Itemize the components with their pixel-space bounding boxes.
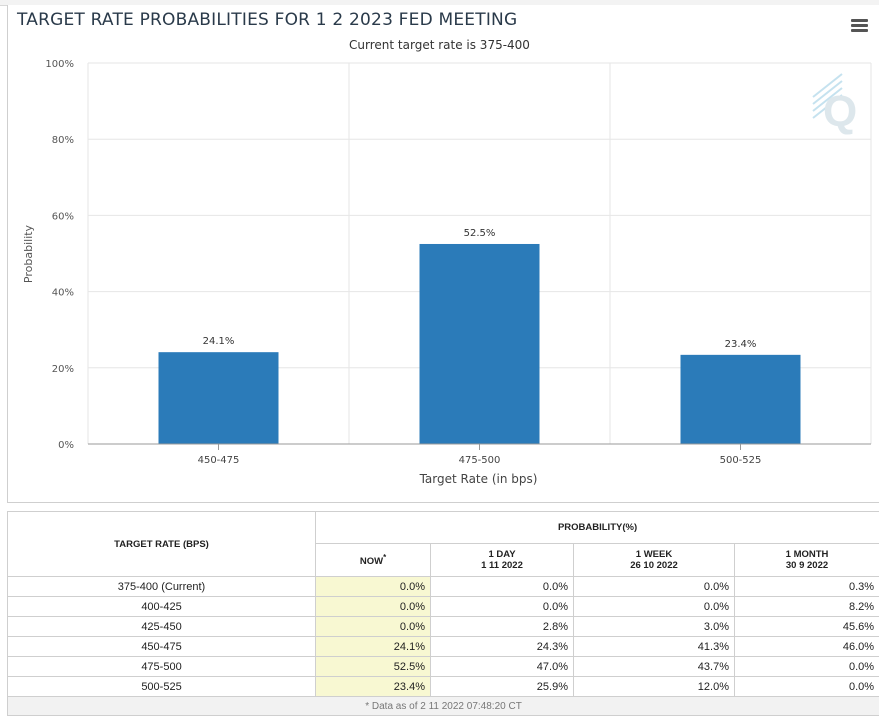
one-week-column-header: 1 WEEK 26 10 2022 (573, 543, 735, 577)
bar-series (158, 243, 801, 444)
one-week-cell: 41.3% (573, 636, 735, 657)
now-cell: 0.0% (315, 596, 431, 617)
probability-table-panel: TARGET RATE (BPS) PROBABILITY(%) NOW* 1 … (6, 511, 879, 717)
one-day-cell: 24.3% (430, 636, 574, 657)
probability-header: PROBABILITY(%) (314, 511, 879, 544)
table-row: 425-450 0.0% 2.8% 3.0% 45.6% (7, 616, 879, 637)
one-month-column-header: 1 MONTH 30 9 2022 (733, 543, 879, 577)
one-month-cell: 46.0% (733, 636, 879, 657)
one-day-cell: 0.0% (430, 596, 574, 617)
one-day-column-header: 1 DAY 1 11 2022 (430, 543, 574, 577)
rate-cell: 425-450 (7, 616, 316, 637)
one-day-cell: 2.8% (430, 616, 574, 637)
table-row: 400-425 0.0% 0.0% 0.0% 8.2% (7, 596, 879, 617)
y-tick-label: 20% (52, 364, 74, 375)
probability-table: TARGET RATE (BPS) PROBABILITY(%) NOW* 1 … (6, 511, 879, 716)
table-row: 375-400 (Current) 0.0% 0.0% 0.0% 0.3% (7, 576, 879, 597)
rate-cell: 450-475 (7, 636, 316, 657)
x-axis-title: Target Rate (in bps) (419, 472, 538, 486)
now-cell: 0.0% (315, 616, 431, 637)
y-tick-label: 60% (52, 211, 74, 222)
one-month-cell: 0.0% (733, 656, 879, 677)
one-week-cell: 0.0% (573, 576, 735, 597)
y-axis-title: Probability (22, 224, 35, 283)
hamburger-menu-icon[interactable] (851, 19, 869, 33)
now-cell: 52.5% (315, 656, 431, 677)
one-day-cell: 0.0% (430, 576, 574, 597)
one-month-cell: 0.3% (733, 576, 879, 597)
target-rate-header: TARGET RATE (BPS) (7, 511, 316, 577)
one-month-cell: 8.2% (733, 596, 879, 617)
x-tick-label: 450-475 (198, 455, 240, 466)
bar-chart: Q 24.1% 52.5% 23.4% 0% 20% 40% 60% 80% 100% 450-… (22, 59, 872, 486)
y-tick-label: 40% (52, 288, 74, 299)
one-week-cell: 0.0% (573, 596, 735, 617)
now-cell: 0.0% (315, 576, 431, 597)
one-month-cell: 45.6% (733, 616, 879, 637)
now-column-header: NOW* (315, 543, 431, 577)
one-week-cell: 3.0% (573, 616, 735, 637)
data-label: 23.4% (725, 339, 757, 350)
one-week-cell: 12.0% (573, 676, 735, 697)
table-row: 500-525 23.4% 25.9% 12.0% 0.0% (7, 676, 879, 697)
rate-cell: 475-500 (7, 656, 316, 677)
axes: 0% 20% 40% 60% 80% 100% 450-475 475-500 500-525 T… (22, 59, 871, 486)
x-tick-label: 500-525 (720, 455, 762, 466)
table-row: 475-500 52.5% 47.0% 43.7% 0.0% (7, 656, 879, 677)
rate-cell: 500-525 (7, 676, 316, 697)
y-tick-label: 100% (45, 59, 74, 70)
bar-500-525 (680, 354, 801, 444)
data-labels: 24.1% 52.5% 23.4% (203, 228, 757, 350)
rate-cell: 375-400 (Current) (7, 576, 316, 597)
svg-text:Q: Q (823, 87, 857, 136)
y-tick-label: 0% (58, 440, 74, 451)
q-logo-icon: Q (812, 73, 857, 136)
y-tick-label: 80% (52, 135, 74, 146)
data-timestamp-footnote: * Data as of 2 11 2022 07:48:20 CT (6, 696, 879, 716)
data-label: 52.5% (464, 228, 496, 239)
chart-title: TARGET RATE PROBABILITIES FOR 1 2 2023 F… (17, 10, 518, 30)
one-day-cell: 47.0% (430, 656, 574, 677)
now-cell: 24.1% (315, 636, 431, 657)
one-month-cell: 0.0% (733, 676, 879, 697)
chart-subtitle: Current target rate is 375-400 (349, 38, 530, 52)
bar-475-500 (419, 243, 540, 444)
rate-cell: 400-425 (7, 596, 316, 617)
x-tick-label: 475-500 (459, 455, 501, 466)
data-label: 24.1% (203, 336, 235, 347)
one-week-cell: 43.7% (573, 656, 735, 677)
table-row: 450-475 24.1% 24.3% 41.3% 46.0% (7, 636, 879, 657)
bar-450-475 (158, 352, 279, 444)
now-cell: 23.4% (315, 676, 431, 697)
one-day-cell: 25.9% (430, 676, 574, 697)
